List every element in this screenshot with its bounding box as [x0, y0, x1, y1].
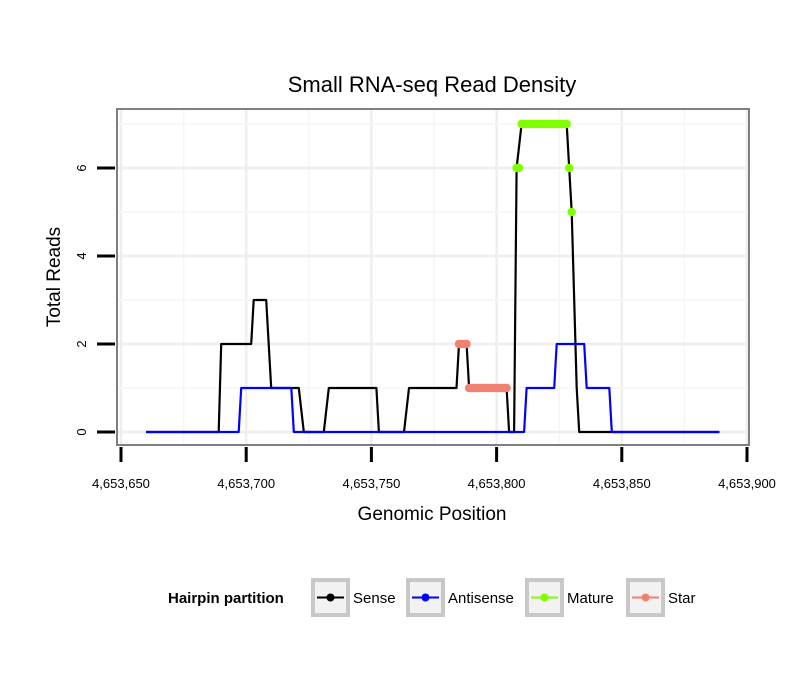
- legend-key-dot: [641, 593, 650, 602]
- x-tick-label: 4,653,750: [342, 476, 400, 491]
- axes: 4,653,650 4,653,700 4,653,750 4,653,800 4,65…: [74, 164, 776, 491]
- x-axis-title: Genomic Position: [358, 504, 507, 525]
- y-tick-label: 2: [74, 340, 89, 347]
- mature-point: [565, 163, 574, 173]
- legend-key-dot: [421, 593, 430, 602]
- x-tick-label: 4,653,700: [217, 476, 275, 491]
- x-tick-label: 4,653,850: [593, 476, 651, 491]
- mature-point: [567, 207, 576, 217]
- legend-item-mature: Mature: [525, 578, 614, 617]
- legend-label: Antisense: [448, 590, 514, 607]
- mature-point: [514, 163, 524, 173]
- chart-title: Small RNA-seq Read Density: [288, 72, 577, 97]
- grid: [117, 109, 749, 445]
- star-point: [502, 383, 511, 393]
- legend-key-dot: [326, 593, 335, 602]
- star-point: [462, 339, 471, 349]
- x-tick-label: 4,653,900: [718, 476, 776, 491]
- legend-item-sense: Sense: [311, 578, 396, 617]
- sense-series-line: [146, 122, 720, 434]
- legend-title: Hairpin partition: [168, 590, 284, 607]
- legend-item-antisense: Antisense: [406, 578, 514, 617]
- legend-item-star: Star: [626, 578, 696, 617]
- legend-label: Sense: [353, 590, 396, 607]
- x-tick-label: 4,653,650: [92, 476, 150, 491]
- legend: Hairpin partition Sense Antisense Mature St…: [168, 578, 696, 617]
- legend-label: Mature: [567, 590, 614, 607]
- legend-key-dot: [540, 593, 549, 602]
- y-tick-label: 0: [74, 428, 89, 435]
- y-tick-label: 4: [74, 252, 89, 259]
- plot-panel: [116, 108, 750, 446]
- antisense-series-line: [146, 342, 720, 434]
- mature-point: [562, 119, 571, 129]
- legend-label: Star: [668, 590, 696, 607]
- x-tick-label: 4,653,800: [468, 476, 526, 491]
- y-axis-title: Total Reads: [44, 227, 65, 327]
- y-tick-label: 6: [74, 164, 89, 171]
- series-layer: [146, 119, 720, 434]
